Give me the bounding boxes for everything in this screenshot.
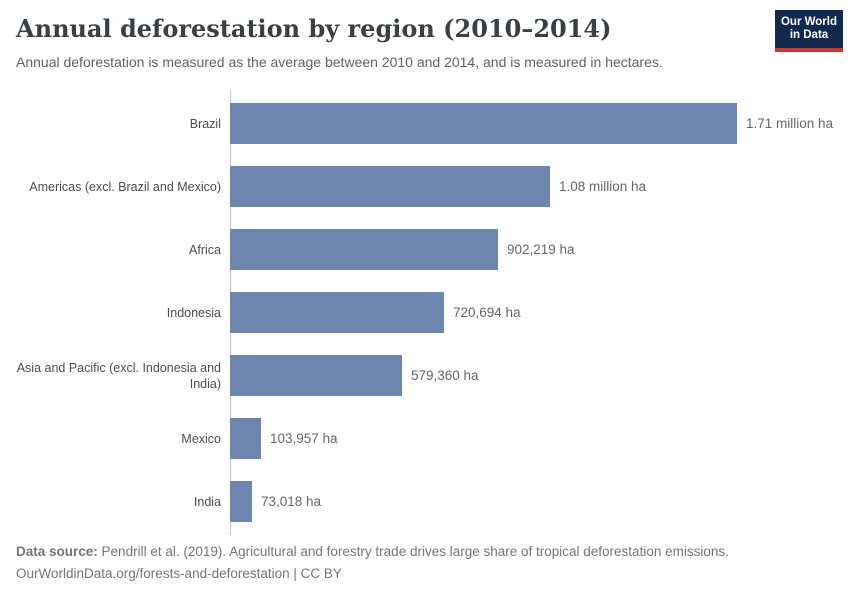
value-label: 579,360 ha <box>411 368 479 383</box>
chart-header: Annual deforestation by region (2010–201… <box>16 14 760 71</box>
logo-text-line-2: in Data <box>789 29 829 41</box>
bar <box>230 481 252 522</box>
value-label: 73,018 ha <box>261 494 322 509</box>
bar <box>230 355 402 396</box>
bar-chart: Brazil 1.71 million ha Americas (excl. B… <box>0 90 850 535</box>
attribution-line: OurWorldinData.org/forests-and-deforesta… <box>16 565 342 581</box>
category-label: Asia and Pacific (excl. Indonesia and In… <box>16 360 221 391</box>
chart-subtitle: Annual deforestation is measured as the … <box>16 54 663 70</box>
value-label: 720,694 ha <box>453 305 521 320</box>
data-source-label: Data source: <box>16 544 98 559</box>
bar <box>230 292 444 333</box>
data-source-line: Data source: Pendrill et al. (2019). Agr… <box>16 541 834 563</box>
category-label: Mexico <box>181 431 221 446</box>
value-label: 103,957 ha <box>270 431 338 446</box>
bar-row: Mexico 103,957 ha <box>0 407 850 470</box>
bar <box>230 418 261 459</box>
bar <box>230 229 498 270</box>
category-label: Brazil <box>189 116 221 131</box>
data-source-text: Pendrill et al. (2019). Agricultural and… <box>101 544 729 559</box>
bar-row: Brazil 1.71 million ha <box>0 92 850 155</box>
bar-row: Americas (excl. Brazil and Mexico) 1.08 … <box>0 155 850 218</box>
category-label: Americas (excl. Brazil and Mexico) <box>29 179 221 194</box>
chart-title: Annual deforestation by region (2010–201… <box>16 14 612 43</box>
category-label: India <box>193 494 221 509</box>
chart-footer: Data source: Pendrill et al. (2019). Agr… <box>16 541 834 584</box>
bar-row: Asia and Pacific (excl. Indonesia and In… <box>0 344 850 407</box>
bar-rows: Brazil 1.71 million ha Americas (excl. B… <box>0 92 850 533</box>
category-label: Africa <box>189 242 221 257</box>
bar-row: Indonesia 720,694 ha <box>0 281 850 344</box>
owid-logo: Our World in Data <box>775 10 843 52</box>
logo-text-line-1: Our World <box>780 15 837 28</box>
bar <box>230 103 737 144</box>
bar <box>230 166 550 207</box>
bar-row: Africa 902,219 ha <box>0 218 850 281</box>
bar-row: India 73,018 ha <box>0 470 850 533</box>
value-label: 902,219 ha <box>507 242 575 257</box>
category-label: Indonesia <box>166 305 221 320</box>
value-label: 1.71 million ha <box>746 116 834 131</box>
value-label: 1.08 million ha <box>559 179 647 194</box>
